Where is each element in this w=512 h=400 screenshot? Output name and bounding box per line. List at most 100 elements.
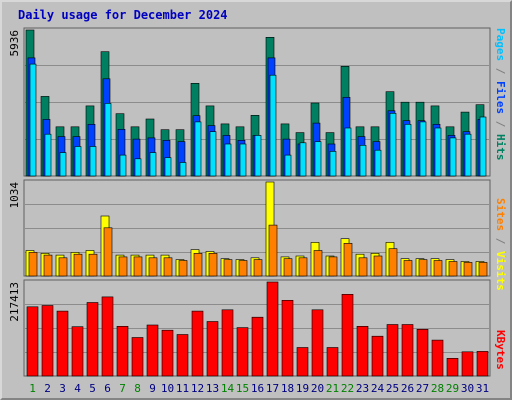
bar-pages-day-20 bbox=[314, 141, 322, 177]
bar-kbytes-day-29 bbox=[446, 357, 459, 377]
day-label-1: 1 bbox=[29, 382, 36, 395]
bar-pages-day-27 bbox=[419, 121, 427, 177]
bar-pages-day-8 bbox=[134, 158, 142, 177]
bar-pages-day-3 bbox=[59, 152, 67, 177]
bar-pages-day-22 bbox=[344, 127, 352, 177]
bar-pages-day-10 bbox=[164, 157, 172, 177]
bar-pages-day-28 bbox=[434, 127, 442, 177]
bar-pages-day-1 bbox=[29, 63, 37, 177]
bar-pages-day-30 bbox=[464, 133, 472, 177]
bar-sites-day-21 bbox=[328, 256, 338, 277]
bar-pages-day-16 bbox=[254, 135, 262, 177]
day-label-23: 23 bbox=[356, 382, 369, 395]
bar-kbytes-day-15 bbox=[236, 327, 249, 377]
bar-pages-day-24 bbox=[374, 149, 382, 177]
day-label-13: 13 bbox=[206, 382, 219, 395]
bar-pages-day-19 bbox=[299, 142, 307, 177]
bar-pages-day-18 bbox=[284, 154, 292, 177]
legend-middle-part-1: / bbox=[494, 231, 507, 251]
bar-kbytes-day-14 bbox=[221, 309, 234, 377]
bar-pages-day-7 bbox=[119, 154, 127, 177]
bar-sites-day-25 bbox=[388, 248, 398, 277]
bar-sites-day-28 bbox=[433, 260, 443, 277]
day-label-10: 10 bbox=[161, 382, 174, 395]
bar-pages-day-4 bbox=[74, 146, 82, 177]
day-label-18: 18 bbox=[281, 382, 294, 395]
bar-pages-day-25 bbox=[389, 113, 397, 177]
bar-kbytes-day-10 bbox=[161, 329, 174, 377]
day-label-9: 9 bbox=[149, 382, 156, 395]
bar-kbytes-day-9 bbox=[146, 324, 159, 377]
bar-pages-day-29 bbox=[449, 137, 457, 177]
bar-sites-day-27 bbox=[418, 259, 428, 277]
bar-kbytes-day-3 bbox=[56, 310, 69, 377]
day-labels: 1 2 3 4 5 6 7 8 9 10 11 12 13 14 15 16 17 18 19 20 21 22 23 24 2… bbox=[29, 382, 489, 395]
day-label-30: 30 bbox=[461, 382, 474, 395]
bar-kbytes-day-8 bbox=[131, 337, 144, 377]
legend-top-part-0: Pages bbox=[494, 28, 507, 61]
legend-middle-part-0: Sites bbox=[494, 198, 507, 231]
bar-kbytes-day-17 bbox=[266, 281, 279, 377]
bar-pages-day-31 bbox=[479, 116, 487, 177]
bar-kbytes-day-1 bbox=[26, 306, 39, 377]
bar-sites-day-14 bbox=[223, 259, 233, 277]
day-label-17: 17 bbox=[266, 382, 279, 395]
bar-pages-day-23 bbox=[359, 145, 367, 177]
bar-pages-day-21 bbox=[329, 151, 337, 177]
bar-sites-day-11 bbox=[178, 260, 188, 277]
bar-sites-day-13 bbox=[208, 253, 218, 277]
day-label-29: 29 bbox=[446, 382, 459, 395]
bar-sites-day-5 bbox=[88, 253, 98, 277]
bar-sites-day-2 bbox=[43, 254, 53, 277]
top-panel-max-label: 5936 bbox=[8, 30, 21, 57]
bar-sites-day-22 bbox=[343, 243, 353, 277]
bar-sites-day-15 bbox=[238, 260, 248, 277]
day-label-28: 28 bbox=[431, 382, 444, 395]
day-label-20: 20 bbox=[311, 382, 324, 395]
bar-kbytes-day-4 bbox=[71, 326, 84, 377]
bar-pages-day-14 bbox=[224, 143, 232, 177]
bar-kbytes-day-18 bbox=[281, 299, 294, 377]
bar-sites-day-7 bbox=[118, 256, 128, 277]
bar-pages-day-6 bbox=[104, 103, 112, 177]
bar-kbytes-day-28 bbox=[431, 339, 444, 377]
day-label-15: 15 bbox=[236, 382, 249, 395]
bar-kbytes-day-13 bbox=[206, 321, 219, 377]
bar-sites-day-4 bbox=[73, 253, 83, 277]
bottom-panel-max-label: 217413 bbox=[8, 282, 21, 322]
bar-sites-day-24 bbox=[373, 255, 383, 277]
bar-kbytes-day-24 bbox=[371, 335, 384, 377]
day-label-31: 31 bbox=[476, 382, 489, 395]
bar-sites-day-10 bbox=[163, 257, 173, 277]
bar-sites-day-1 bbox=[28, 252, 38, 277]
chart-title: Daily usage for December 2024 bbox=[18, 8, 228, 22]
day-label-4: 4 bbox=[74, 382, 81, 395]
day-label-24: 24 bbox=[371, 382, 385, 395]
legend-bottom-part-0: KBytes bbox=[494, 330, 507, 370]
day-label-26: 26 bbox=[401, 382, 414, 395]
day-label-3: 3 bbox=[59, 382, 66, 395]
bar-kbytes-day-23 bbox=[356, 325, 369, 377]
bar-sites-day-18 bbox=[283, 258, 293, 277]
legend-top-part-4: Hits bbox=[494, 134, 507, 161]
day-label-14: 14 bbox=[221, 382, 235, 395]
day-label-8: 8 bbox=[134, 382, 141, 395]
bar-kbytes-day-30 bbox=[461, 351, 474, 377]
bar-pages-day-5 bbox=[89, 146, 97, 177]
day-label-2: 2 bbox=[44, 382, 51, 395]
bar-pages-day-26 bbox=[404, 124, 412, 177]
bar-kbytes-day-6 bbox=[101, 296, 114, 377]
bar-pages-day-15 bbox=[239, 143, 247, 177]
bar-pages-day-12 bbox=[194, 121, 202, 177]
bar-kbytes-day-7 bbox=[116, 325, 129, 377]
legend-middle-part-2: Visits bbox=[494, 251, 507, 291]
bar-sites-day-8 bbox=[133, 256, 143, 277]
bar-kbytes-day-21 bbox=[326, 347, 339, 377]
bar-sites-day-12 bbox=[193, 253, 203, 277]
day-label-7: 7 bbox=[119, 382, 126, 395]
bar-sites-day-6 bbox=[103, 227, 113, 277]
day-label-6: 6 bbox=[104, 382, 111, 395]
bar-sites-day-31 bbox=[478, 262, 488, 277]
bar-sites-day-16 bbox=[253, 259, 263, 277]
